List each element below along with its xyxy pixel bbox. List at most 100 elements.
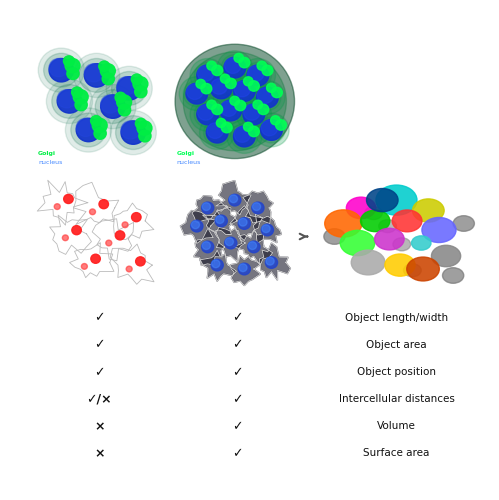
Circle shape [190, 58, 226, 92]
Circle shape [221, 54, 249, 80]
Polygon shape [216, 227, 245, 262]
Circle shape [207, 123, 223, 138]
Circle shape [249, 126, 259, 136]
Circle shape [208, 76, 235, 102]
Circle shape [73, 54, 120, 98]
Circle shape [67, 68, 79, 80]
Circle shape [100, 64, 115, 78]
Circle shape [234, 81, 250, 97]
Circle shape [244, 122, 253, 132]
Circle shape [379, 220, 396, 232]
Circle shape [385, 254, 415, 276]
Circle shape [131, 74, 142, 85]
Circle shape [261, 224, 273, 236]
Circle shape [64, 194, 73, 203]
Circle shape [57, 90, 82, 113]
Circle shape [117, 76, 136, 95]
Circle shape [346, 197, 376, 218]
Circle shape [413, 199, 444, 222]
Text: Volume: Volume [377, 422, 416, 432]
Circle shape [376, 185, 417, 215]
Circle shape [256, 87, 278, 108]
Circle shape [254, 84, 281, 110]
Text: 2D (monolayer): 2D (monolayer) [48, 14, 151, 26]
Circle shape [198, 104, 214, 120]
Circle shape [227, 120, 262, 154]
Circle shape [324, 228, 345, 244]
Polygon shape [194, 228, 225, 266]
Circle shape [240, 102, 267, 128]
Circle shape [106, 240, 112, 246]
Circle shape [71, 113, 106, 147]
Circle shape [245, 62, 271, 88]
Circle shape [365, 206, 382, 220]
Circle shape [95, 90, 131, 124]
Polygon shape [181, 210, 216, 244]
Circle shape [110, 110, 156, 154]
Circle shape [253, 100, 262, 110]
Circle shape [49, 58, 73, 82]
Circle shape [202, 242, 211, 250]
Circle shape [252, 202, 260, 210]
Circle shape [117, 76, 141, 100]
Circle shape [234, 126, 250, 142]
Circle shape [257, 61, 266, 70]
Circle shape [192, 221, 200, 228]
Circle shape [43, 54, 79, 87]
Circle shape [71, 87, 82, 98]
Circle shape [239, 58, 250, 68]
Circle shape [225, 237, 237, 249]
Circle shape [91, 116, 101, 126]
Circle shape [340, 230, 375, 256]
Circle shape [202, 202, 211, 210]
Circle shape [139, 130, 151, 142]
Text: 10μm: 10μm [270, 156, 285, 162]
Text: 3D volume reconstruction: 3D volume reconstruction [353, 290, 440, 296]
Circle shape [94, 128, 106, 140]
Text: Golgi: Golgi [177, 151, 195, 156]
Circle shape [84, 64, 109, 87]
Circle shape [248, 66, 264, 81]
Circle shape [254, 113, 289, 147]
Text: ✓: ✓ [94, 312, 105, 324]
Circle shape [175, 44, 294, 158]
Circle shape [392, 210, 422, 232]
Circle shape [65, 58, 80, 73]
Circle shape [213, 94, 249, 128]
Circle shape [92, 118, 107, 132]
Text: nucleus: nucleus [38, 160, 62, 165]
Circle shape [121, 121, 145, 144]
Circle shape [226, 78, 236, 88]
Polygon shape [243, 192, 273, 224]
Text: ✓: ✓ [232, 312, 243, 324]
Text: nucleus: nucleus [177, 160, 201, 165]
Text: ✓: ✓ [232, 447, 243, 460]
Circle shape [57, 90, 82, 113]
Circle shape [72, 226, 81, 234]
Circle shape [191, 220, 203, 232]
Text: Surface area: Surface area [363, 448, 430, 458]
Polygon shape [253, 214, 281, 244]
Circle shape [187, 84, 203, 100]
Circle shape [243, 104, 264, 125]
Circle shape [116, 116, 151, 150]
Circle shape [422, 218, 456, 242]
Circle shape [212, 104, 223, 115]
Circle shape [404, 264, 421, 277]
Circle shape [351, 250, 385, 275]
Circle shape [361, 210, 390, 232]
Circle shape [89, 209, 95, 214]
Text: Intercellular distances: Intercellular distances [338, 394, 455, 404]
Circle shape [62, 235, 68, 240]
Circle shape [102, 73, 114, 85]
Circle shape [257, 88, 273, 104]
Circle shape [212, 260, 220, 268]
Circle shape [75, 99, 87, 110]
Circle shape [265, 256, 277, 268]
Circle shape [238, 263, 250, 275]
Circle shape [38, 48, 84, 92]
Circle shape [212, 65, 223, 76]
Circle shape [101, 95, 120, 113]
Circle shape [137, 121, 152, 135]
Polygon shape [216, 180, 251, 215]
